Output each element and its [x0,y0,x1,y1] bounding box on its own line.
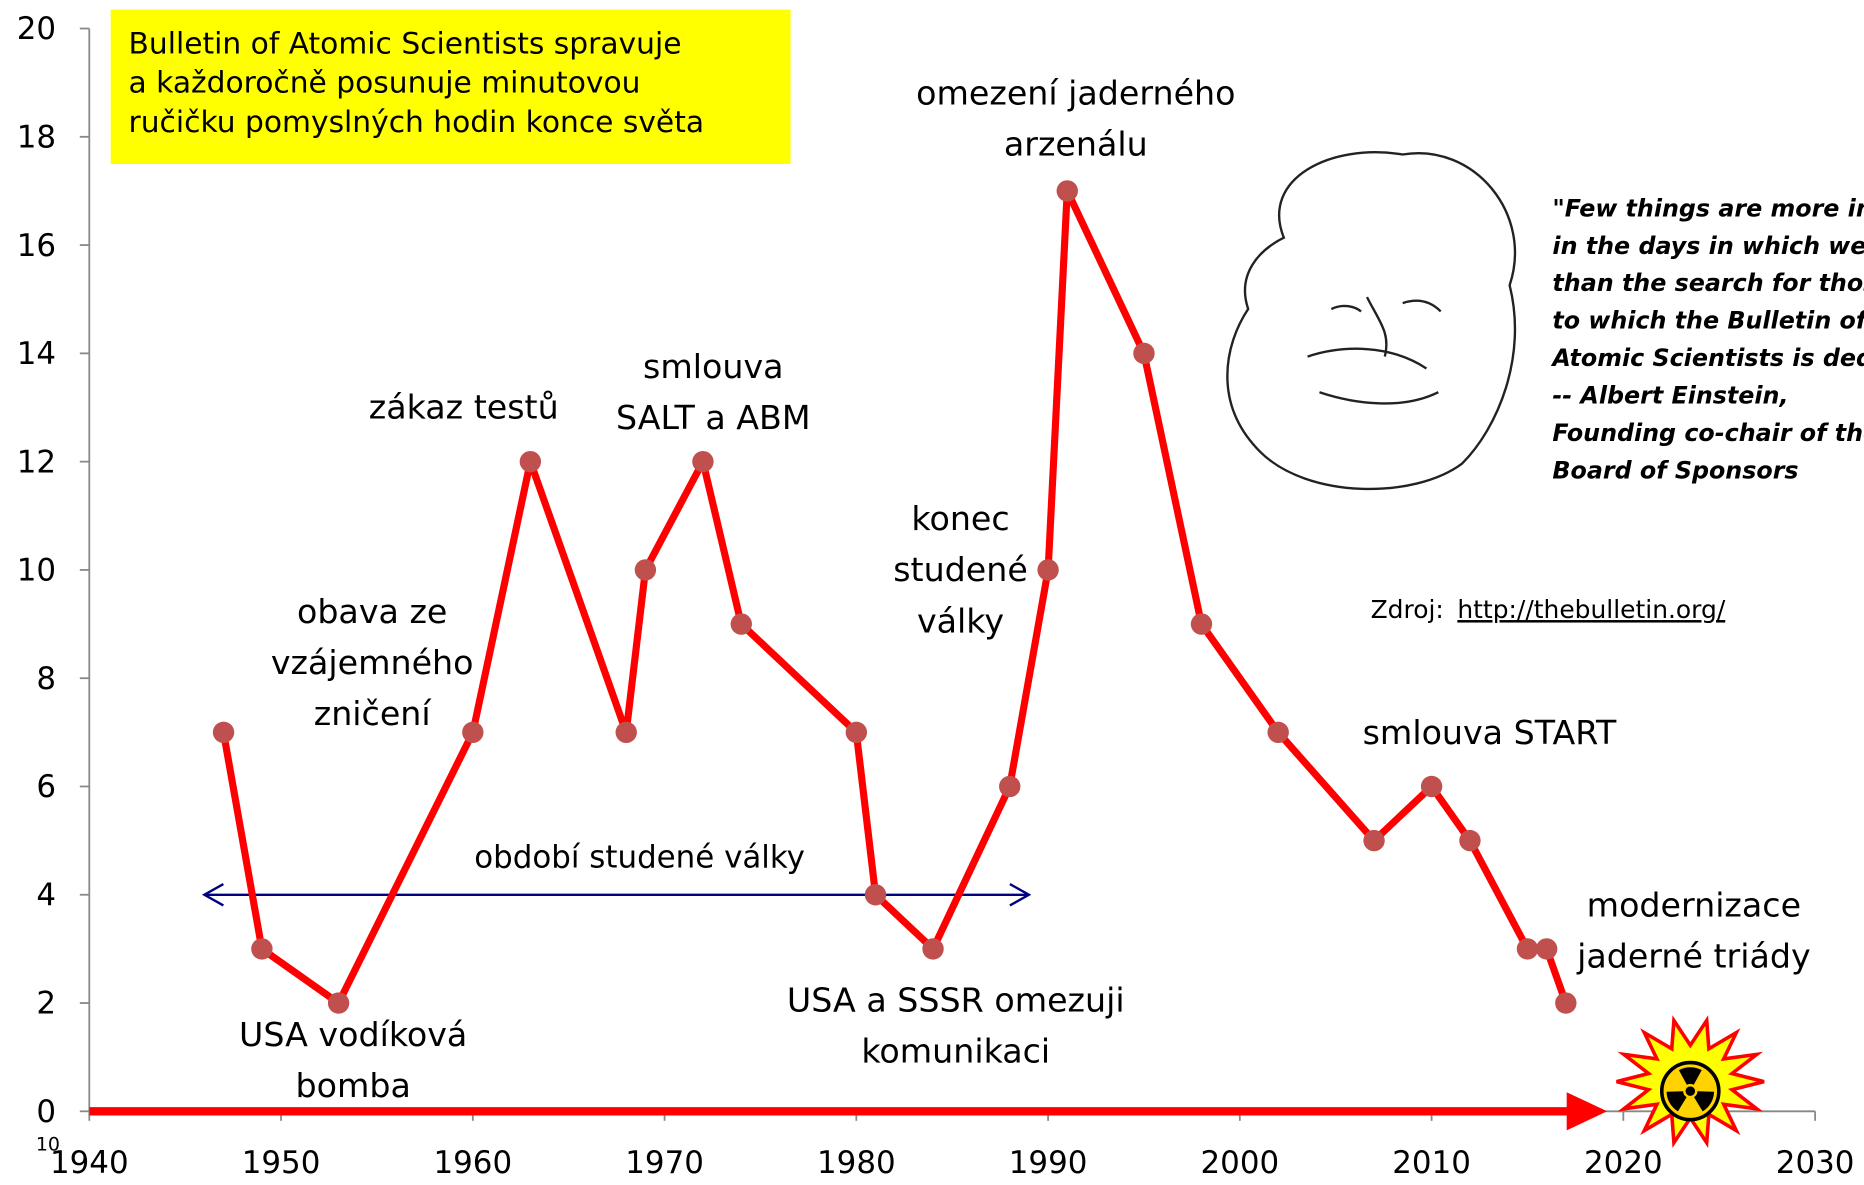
cold-war-label: období studené války [474,840,805,876]
radiation-center [1685,1086,1696,1096]
annotation: zničení [314,694,433,733]
einstein-sketch [1226,151,1517,491]
annotation: konec [911,499,1009,538]
annotation: vzájemného [271,643,474,682]
arrow-head [201,883,224,907]
quote-line: than the search for those truths [1552,269,1864,297]
annotation: USA vodíková [239,1015,467,1054]
annotation: omezení jaderného [916,74,1235,113]
annotation: smlouva START [1363,713,1617,752]
y-tick-label: 14 [17,336,56,372]
y-tick-label: 12 [17,444,56,480]
radiation-blade [1678,1067,1702,1085]
data-point [1037,559,1059,581]
quote-line: Founding co-chair of the [1552,419,1864,447]
annotation: zákaz testů [369,387,559,426]
data-point [1363,829,1385,852]
x-tick-label: 2020 [1584,1145,1663,1181]
y-tick-label: 20 [17,11,56,47]
data-point [864,884,887,906]
annotation: války [917,601,1004,640]
annotation: arzenálu [1004,125,1148,164]
x-tick-label: 2010 [1392,1145,1471,1181]
time-arrow-head [1566,1092,1608,1131]
data-point [615,721,637,744]
x-tick-label: 2030 [1776,1145,1855,1181]
data-point [692,450,714,473]
quote-line: in the days in which we live [1552,232,1864,260]
annotation: studené [893,550,1028,589]
data-point [1555,992,1577,1014]
annotation: jaderné triády [1576,936,1811,975]
data-point [462,721,484,744]
x-tick-label: 1950 [242,1145,321,1181]
data-point [251,938,273,960]
note-text: a každoročně posunuje minutovou [129,66,641,101]
radiation-blade [1693,1091,1715,1112]
data-line [219,187,1570,1007]
quote-line: to which the Bulletin of the [1552,307,1864,335]
data-point [1056,180,1078,202]
page-number: 10 [36,1134,60,1156]
x-tick-label: 1990 [1009,1145,1088,1181]
data-point [999,775,1021,798]
data-point [519,450,542,473]
annotation: bomba [295,1066,410,1105]
annotation: modernizace [1587,885,1801,924]
y-tick-label: 18 [17,120,56,156]
annotation: smlouva [643,347,784,386]
annotation: komunikaci [861,1032,1050,1071]
x-tick-label: 1980 [817,1145,896,1181]
data-point [212,721,235,744]
radiation-blade [1666,1091,1687,1112]
data-point [1459,829,1481,852]
data-point [922,938,944,960]
annotation: obava ze [297,592,447,631]
data-point [1516,938,1539,960]
y-tick-label: 2 [36,986,56,1022]
y-tick-label: 16 [17,228,56,264]
x-tick-label: 1970 [625,1145,704,1181]
x-tick-label: 2000 [1201,1145,1280,1181]
quote-line: Board of Sponsors [1552,456,1798,484]
arrow-head [1009,883,1032,907]
note-text: Bulletin of Atomic Scientists spravuje [129,26,682,61]
annotation: USA a SSSR omezuji [787,980,1125,1019]
note-box [110,9,791,165]
data-point [845,721,868,744]
data-point [1420,775,1443,798]
y-tick-label: 10 [17,553,56,589]
source-link[interactable]: http://thebulletin.org/ [1457,595,1725,624]
y-tick-label: 4 [36,877,56,913]
quote-line: Atomic Scientists is dedicated." [1550,344,1864,372]
source-label: Zdroj: [1371,595,1444,624]
y-tick-label: 8 [36,661,56,697]
y-tick-label: 6 [36,769,56,805]
note-text: ručičku pomyslných hodin konce světa [129,105,705,140]
data-point [1133,342,1155,365]
data-point [1267,721,1289,744]
data-point [634,559,657,581]
x-tick-label: 1940 [50,1145,129,1181]
quote-line: "Few things are more important [1552,194,1864,222]
annotation: SALT a ABM [616,398,811,437]
data-point [327,992,350,1014]
data-point [1190,613,1213,635]
quote-line: -- Albert Einstein, [1552,382,1788,410]
data-point [730,613,752,635]
data-point [1535,938,1558,960]
y-tick-label: 0 [36,1094,56,1130]
x-tick-label: 1960 [434,1145,513,1181]
